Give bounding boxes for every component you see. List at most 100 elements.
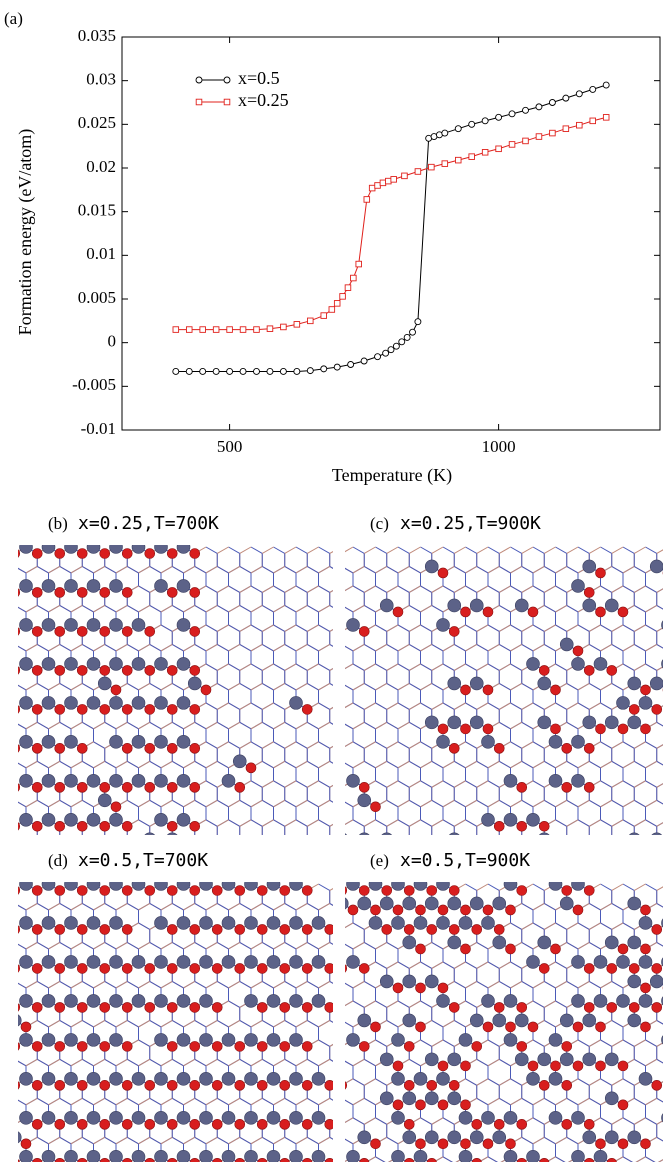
bond xyxy=(533,644,544,650)
bond xyxy=(240,942,251,948)
bond xyxy=(307,942,318,948)
bond xyxy=(4,1157,15,1163)
bond xyxy=(522,703,533,709)
bond xyxy=(522,722,533,728)
bond xyxy=(251,664,262,670)
atom xyxy=(190,821,200,831)
bond xyxy=(15,942,26,948)
y-axis-label: Formation energy (eV/atom) xyxy=(15,129,36,336)
atom xyxy=(155,541,168,554)
bond xyxy=(229,820,240,826)
atom xyxy=(32,665,42,675)
atom xyxy=(110,735,123,748)
bond xyxy=(105,1137,116,1143)
bond xyxy=(522,547,533,553)
bond xyxy=(364,547,375,553)
bond xyxy=(150,566,161,572)
atom xyxy=(0,579,10,592)
bond xyxy=(262,761,273,767)
data-point xyxy=(536,104,542,110)
atom xyxy=(596,607,606,617)
bond xyxy=(60,644,71,650)
bond xyxy=(285,547,296,553)
bond xyxy=(285,942,296,948)
bond xyxy=(217,566,228,572)
bond xyxy=(376,683,387,689)
bond xyxy=(398,644,409,650)
bond xyxy=(364,644,375,650)
bond xyxy=(274,781,285,787)
bond xyxy=(229,664,240,670)
bond xyxy=(421,781,432,787)
bond xyxy=(646,859,657,865)
bond xyxy=(466,644,477,650)
data-point xyxy=(404,334,410,340)
atom xyxy=(87,618,100,631)
bond xyxy=(307,903,318,909)
atom xyxy=(122,821,132,831)
bond xyxy=(330,703,341,709)
atom xyxy=(32,821,42,831)
atom xyxy=(584,782,594,792)
bond xyxy=(26,1059,37,1065)
bond xyxy=(421,683,432,689)
bond xyxy=(567,722,578,728)
bond xyxy=(623,761,634,767)
atom xyxy=(573,646,583,656)
bond xyxy=(499,800,510,806)
bond xyxy=(601,839,612,845)
bond xyxy=(578,703,589,709)
bond xyxy=(296,683,307,689)
bond xyxy=(319,566,330,572)
bond xyxy=(544,839,555,845)
bond xyxy=(443,761,454,767)
bond xyxy=(0,1137,4,1143)
bond xyxy=(139,923,150,929)
data-point xyxy=(576,91,582,97)
bond xyxy=(116,644,127,650)
bond xyxy=(262,781,273,787)
bond xyxy=(127,722,138,728)
bond xyxy=(601,683,612,689)
x-tick-label: 500 xyxy=(217,437,243,456)
data-point xyxy=(415,319,421,325)
bond xyxy=(26,722,37,728)
y-tick-label: -0.01 xyxy=(81,419,116,438)
atom xyxy=(641,724,651,734)
bond xyxy=(533,566,544,572)
bond xyxy=(330,800,341,806)
atom xyxy=(55,665,65,675)
bond xyxy=(172,800,183,806)
bond xyxy=(206,664,217,670)
bond xyxy=(71,566,82,572)
bond xyxy=(105,942,116,948)
bond xyxy=(251,722,262,728)
bond xyxy=(251,820,262,826)
bond xyxy=(477,664,488,670)
data-point xyxy=(340,294,346,300)
bond xyxy=(172,1137,183,1143)
bond xyxy=(139,683,150,689)
bond xyxy=(184,605,195,611)
bond xyxy=(634,644,645,650)
data-point xyxy=(254,327,260,333)
bond xyxy=(511,839,522,845)
bond xyxy=(488,566,499,572)
bond xyxy=(262,1137,273,1143)
bond xyxy=(387,683,398,689)
bond xyxy=(307,742,318,748)
atom xyxy=(10,548,20,558)
bond xyxy=(398,683,409,689)
bond xyxy=(4,605,15,611)
atom xyxy=(494,743,504,753)
bond xyxy=(330,1137,341,1143)
bond xyxy=(409,625,420,631)
bond xyxy=(296,605,307,611)
bond xyxy=(589,820,600,826)
bond xyxy=(623,800,634,806)
bond xyxy=(511,703,522,709)
bond xyxy=(251,644,262,650)
bond xyxy=(409,566,420,572)
y-tick-label: 0.035 xyxy=(78,26,116,45)
bond xyxy=(251,1137,262,1143)
